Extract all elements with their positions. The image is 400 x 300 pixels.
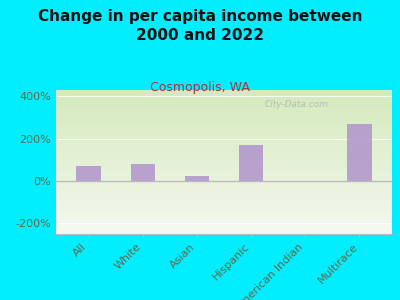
- Text: City-Data.com: City-Data.com: [264, 100, 328, 109]
- Bar: [185, 176, 209, 181]
- Bar: [130, 164, 155, 181]
- Bar: [239, 145, 263, 181]
- Bar: [347, 124, 372, 181]
- Text: Change in per capita income between
2000 and 2022: Change in per capita income between 2000…: [38, 9, 362, 43]
- Text: Cosmopolis, WA: Cosmopolis, WA: [150, 81, 250, 94]
- Bar: [76, 166, 101, 181]
